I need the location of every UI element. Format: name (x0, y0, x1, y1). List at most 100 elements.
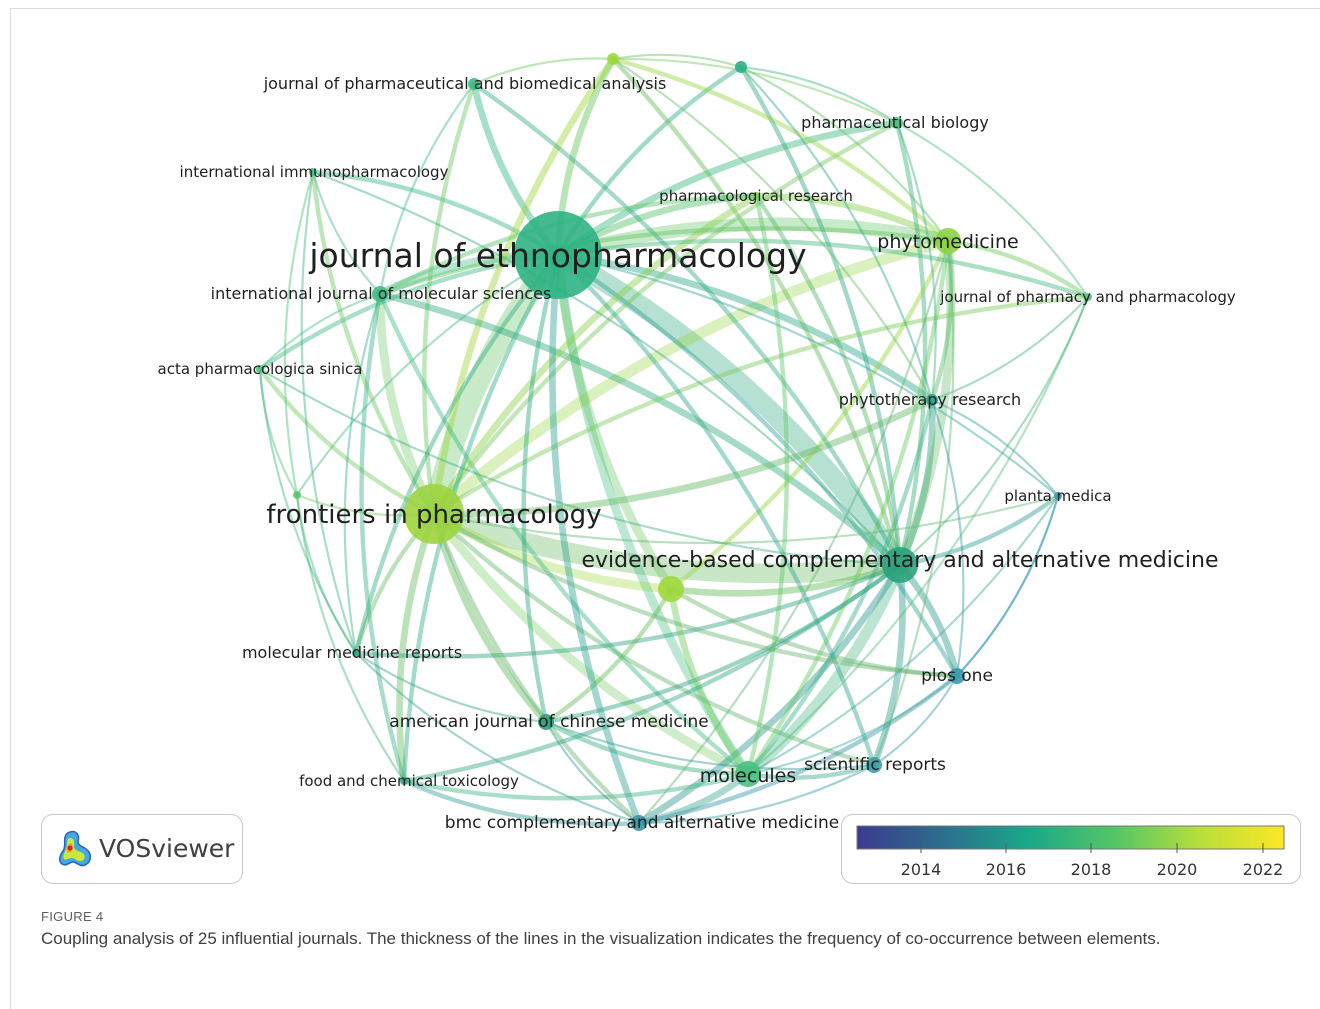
colorbar-tick-label-2018: 2018 (1071, 860, 1112, 879)
edge-jpba-fip (422, 81, 477, 517)
node-mmr[interactable] (352, 649, 360, 657)
node-label-bmc[interactable]: bmc complementary and alternative medici… (445, 813, 839, 833)
edge-n1-phy (610, 56, 951, 244)
node-jep[interactable] (514, 211, 602, 299)
edge-mmr-ecam (353, 562, 903, 659)
edge-mmr-ajcm (354, 651, 548, 724)
edge-layer (257, 53, 1091, 827)
edge-n3-aps (258, 367, 299, 497)
edge-iip-mmr (300, 170, 358, 655)
edge-ijms-mmr (343, 292, 382, 655)
edge-jpp-ecam (898, 295, 1090, 567)
node-label-mol[interactable]: molecules (700, 765, 796, 787)
node-label-ptr[interactable]: phytotherapy research (839, 390, 1021, 409)
edge-jep-plos (555, 252, 960, 679)
node-sr[interactable] (866, 757, 882, 773)
edge-jep-jpp (555, 238, 1091, 300)
node-label-fip[interactable]: frontiers in pharmacology (266, 500, 601, 530)
edge-phy-sr (872, 239, 955, 767)
edge-jep-n4 (553, 250, 676, 594)
edge-fct-mol (401, 771, 751, 801)
node-label-pm[interactable]: planta medica (1004, 487, 1111, 505)
edge-jpba-ijms (378, 82, 476, 296)
node-label-ijms[interactable]: international journal of molecular scien… (211, 284, 552, 303)
edge-ecam-bmc (635, 561, 904, 827)
edge-ecam-mol (742, 559, 906, 780)
node-label-iip[interactable]: international immunopharmacology (180, 163, 449, 181)
edge-ptr-plos (930, 398, 965, 678)
edge-pb-ecam (894, 120, 928, 568)
edge-n2-ptr (739, 65, 934, 402)
edge-phy-ecam (895, 236, 956, 570)
edge-jep-pb (554, 119, 901, 259)
node-aps[interactable] (256, 365, 264, 373)
edge-fip-n4 (429, 509, 676, 594)
network-map[interactable]: journal of ethnopharmacology frontiers in… (0, 0, 1320, 900)
edge-ajcm-ecam (543, 562, 903, 725)
colorbar: 2014 2016 2018 2020 2022 (856, 825, 1285, 879)
node-label-mmr[interactable]: molecular medicine reports (242, 643, 462, 662)
node-ijms[interactable] (372, 286, 388, 302)
node-label-jpp[interactable]: journal of pharmacy and pharmacology (939, 288, 1236, 306)
node-n1[interactable] (607, 53, 619, 65)
edge-pb-fip (431, 120, 900, 517)
node-ptr[interactable] (926, 394, 938, 406)
edge-mol-phy (745, 238, 951, 777)
edge-fip-phy (428, 235, 954, 520)
edge-ecam-fct (401, 562, 903, 784)
node-pr[interactable] (752, 192, 760, 200)
node-fip[interactable] (404, 484, 464, 544)
node-phy[interactable] (935, 228, 961, 254)
edge-phy-jpp (945, 238, 1091, 300)
edge-sr-plos (872, 674, 959, 767)
edge-fip-plos (431, 511, 960, 679)
node-label-jpba[interactable]: journal of pharmaceutical and biomedical… (263, 74, 667, 93)
node-pm[interactable] (1054, 492, 1062, 500)
node-label-fct[interactable]: food and chemical toxicology (299, 772, 519, 790)
node-pb[interactable] (891, 117, 903, 129)
node-iip[interactable] (309, 168, 317, 176)
edge-phy-ptr (929, 238, 954, 403)
edge-ecam-pm (897, 493, 1061, 568)
edge-n1-fip (430, 55, 617, 518)
node-fct[interactable] (400, 777, 408, 785)
figure-label: FIGURE 4 (41, 909, 104, 924)
edge-jpba-n1 (472, 57, 615, 86)
node-ecam[interactable] (882, 547, 918, 583)
node-n2[interactable] (735, 61, 747, 73)
node-label-sr[interactable]: scientific reports (804, 755, 946, 775)
node-jpp[interactable] (1084, 293, 1092, 301)
node-label-ecam[interactable]: evidence-based complementary and alterna… (582, 548, 1219, 573)
edge-bmc-mmr (354, 651, 641, 825)
edge-pr-fip (430, 192, 760, 518)
node-label-ajcm[interactable]: american journal of chinese medicine (389, 712, 708, 732)
node-n3[interactable] (293, 491, 301, 499)
edge-n3-iip (283, 170, 315, 497)
edge-ecam-aps (258, 367, 902, 567)
edge-ecam-ptr (896, 396, 936, 569)
node-label-phy[interactable]: phytomedicine (877, 231, 1018, 253)
node-mol[interactable] (735, 761, 761, 787)
node-label-aps[interactable]: acta pharmacologica sinica (158, 360, 363, 378)
edge-ptr-mol (745, 397, 935, 777)
edge-sr-mol (745, 762, 877, 780)
node-n4[interactable] (658, 576, 684, 602)
colorbar-tick-label-2020: 2020 (1157, 860, 1198, 879)
node-plos[interactable] (949, 668, 965, 684)
node-ajcm[interactable] (538, 714, 554, 730)
edge-phy-ijms (377, 226, 951, 297)
node-label-plos[interactable]: plos one (921, 666, 993, 686)
node-jpba[interactable] (468, 78, 480, 90)
edge-n4-mol (667, 585, 752, 778)
node-label-jep[interactable]: journal of ethnopharmacology (308, 236, 806, 275)
node-label-pb[interactable]: pharmaceutical biology (801, 113, 989, 132)
edge-plos-pm (955, 494, 1060, 678)
edge-n3-mmr (295, 493, 358, 655)
colorbar-tick-label-2022: 2022 (1243, 860, 1284, 879)
node-label-pr[interactable]: pharmacological research (659, 187, 853, 205)
edge-ijms-ecam (376, 290, 904, 569)
edge-jep-bmc (549, 251, 643, 827)
edge-mol-plos (746, 674, 959, 776)
node-bmc[interactable] (631, 815, 647, 831)
edge-iip-ijms (311, 170, 382, 296)
